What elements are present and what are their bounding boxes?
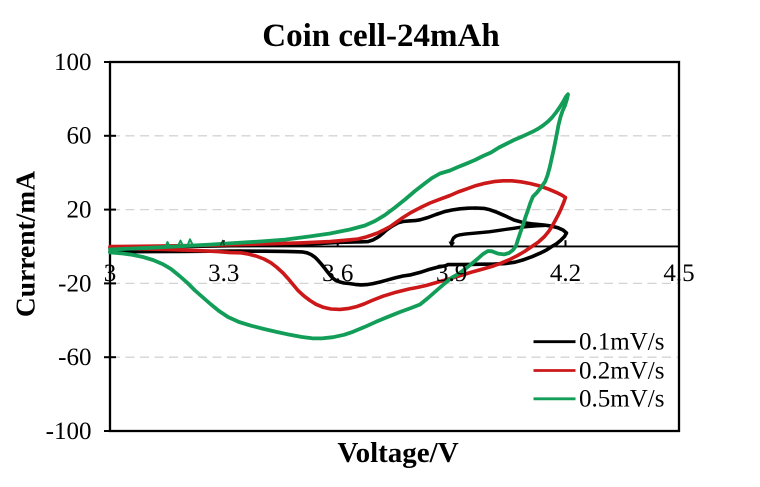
svg-text:0.5mV/s: 0.5mV/s bbox=[579, 386, 664, 413]
svg-text:Coin cell-24mAh: Coin cell-24mAh bbox=[262, 18, 499, 54]
svg-text:3: 3 bbox=[104, 260, 117, 287]
svg-text:Current/mA: Current/mA bbox=[10, 171, 41, 317]
svg-text:4.2: 4.2 bbox=[550, 260, 581, 287]
svg-text:0.1mV/s: 0.1mV/s bbox=[579, 329, 664, 356]
svg-text:-20: -20 bbox=[58, 270, 91, 297]
svg-text:60: 60 bbox=[67, 123, 92, 150]
svg-text:4.5: 4.5 bbox=[663, 260, 694, 287]
svg-text:20: 20 bbox=[67, 197, 92, 224]
svg-text:0.2mV/s: 0.2mV/s bbox=[579, 357, 664, 384]
svg-text:3.6: 3.6 bbox=[322, 260, 353, 287]
svg-text:-100: -100 bbox=[46, 418, 92, 445]
svg-text:3.9: 3.9 bbox=[436, 260, 467, 287]
svg-text:-60: -60 bbox=[58, 344, 91, 371]
svg-text:100: 100 bbox=[54, 49, 92, 76]
svg-text:Voltage/V: Voltage/V bbox=[337, 437, 458, 469]
svg-text:3.3: 3.3 bbox=[208, 260, 239, 287]
